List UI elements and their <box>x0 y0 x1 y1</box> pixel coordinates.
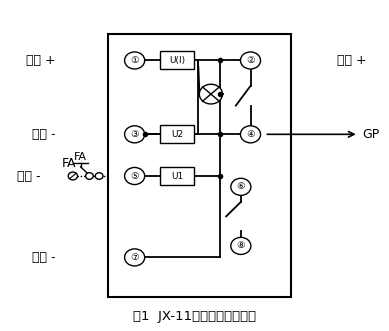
Text: 图1  JX-11接线图（正视图）: 图1 JX-11接线图（正视图） <box>133 310 256 323</box>
Text: 启动 +: 启动 + <box>26 54 56 67</box>
Circle shape <box>124 126 145 143</box>
Text: ④: ④ <box>246 130 255 139</box>
Text: ②: ② <box>246 56 255 65</box>
Text: 电源 +: 电源 + <box>337 54 367 67</box>
Bar <box>160 167 194 185</box>
Text: FA: FA <box>62 157 77 170</box>
Circle shape <box>124 167 145 185</box>
Circle shape <box>199 84 223 104</box>
Bar <box>160 51 194 70</box>
Circle shape <box>68 172 77 180</box>
Circle shape <box>231 178 251 195</box>
Text: ①: ① <box>130 56 139 65</box>
Text: FA: FA <box>74 152 87 162</box>
Circle shape <box>124 249 145 266</box>
Circle shape <box>95 173 103 179</box>
Circle shape <box>86 173 93 179</box>
Circle shape <box>240 126 261 143</box>
Circle shape <box>240 52 261 69</box>
Text: 复归 -: 复归 - <box>16 169 40 182</box>
Text: 启动 -: 启动 - <box>32 251 56 264</box>
Text: ⑧: ⑧ <box>237 241 245 251</box>
Circle shape <box>124 52 145 69</box>
Bar <box>160 125 194 143</box>
Text: 电源 -: 电源 - <box>32 128 56 141</box>
Text: GP: GP <box>363 128 380 141</box>
Bar <box>108 34 291 297</box>
Text: U(I): U(I) <box>169 56 185 65</box>
Text: ⑦: ⑦ <box>130 253 139 262</box>
Text: ⑥: ⑥ <box>237 182 245 191</box>
Text: ③: ③ <box>130 130 139 139</box>
Text: U1: U1 <box>171 171 183 180</box>
Circle shape <box>231 237 251 255</box>
Text: U2: U2 <box>171 130 183 139</box>
Text: ⑤: ⑤ <box>130 171 139 180</box>
